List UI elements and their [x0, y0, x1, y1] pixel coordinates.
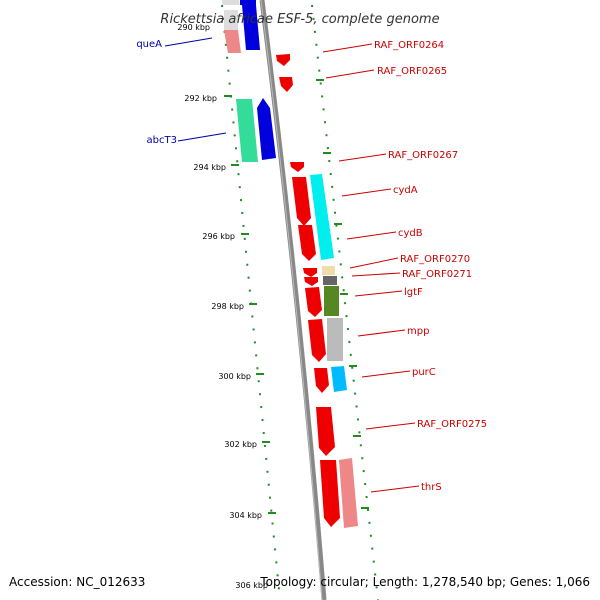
kbp-label: 292 kbp — [184, 94, 217, 103]
gene-RAF_ORF0270[interactable] — [322, 266, 335, 275]
left-gene-labels: queA abcT3 — [136, 39, 177, 146]
kbp-label: 306 kbp — [235, 581, 268, 590]
gene-label-RAF_ORF0271[interactable]: RAF_ORF0271 — [402, 269, 472, 280]
gene-RAF_ORF0271-red[interactable] — [304, 277, 318, 286]
gene-lgtF-red[interactable] — [305, 287, 322, 317]
map-title: Rickettsia africae ESF-5, complete genom… — [160, 12, 439, 27]
backbone-highlight — [260, 0, 323, 600]
gene-thrS[interactable] — [339, 458, 358, 528]
accession-text: Accession: NC_012633 — [9, 575, 145, 589]
gene-pink-queA — [224, 30, 241, 53]
kbp-ticks — [224, 79, 369, 514]
genome-backbone — [259, 0, 327, 600]
kbp-label: 298 kbp — [211, 302, 244, 311]
gene-label-cydB[interactable]: cydB — [398, 228, 423, 239]
left-genes — [222, 0, 276, 162]
gene-abcT3-green[interactable] — [236, 99, 258, 162]
kbp-labels: 290 kbp 292 kbp 294 kbp 296 kbp 298 kbp … — [177, 23, 268, 590]
gene-thrS-red[interactable] — [320, 460, 340, 527]
gene-cydA-red[interactable] — [292, 177, 311, 226]
gene-RAF_ORF0265[interactable] — [279, 77, 293, 92]
kbp-label: 294 kbp — [193, 163, 226, 172]
gene-mpp[interactable] — [327, 318, 343, 361]
gene-label-queA[interactable]: queA — [136, 39, 162, 50]
kbp-label: 290 kbp — [177, 23, 210, 32]
kbp-label: 296 kbp — [202, 232, 235, 241]
gene-mpp-red[interactable] — [308, 319, 326, 362]
kbp-label: 300 kbp — [218, 372, 251, 381]
gene-label-purC[interactable]: purC — [412, 367, 436, 378]
gene-label-cydA[interactable]: cydA — [393, 185, 418, 196]
topology-text: Topology: circular; Length: 1,278,540 bp… — [259, 575, 590, 589]
gene-purC[interactable] — [331, 366, 347, 392]
dotted-tracks — [221, 4, 379, 600]
gene-label-RAF_ORF0270[interactable]: RAF_ORF0270 — [400, 254, 470, 265]
kbp-label: 304 kbp — [229, 511, 262, 520]
gene-RAF_ORF0264[interactable] — [276, 54, 290, 66]
gene-label-RAF_ORF0267[interactable]: RAF_ORF0267 — [388, 150, 458, 161]
gene-cydA[interactable] — [310, 174, 334, 260]
left-connectors — [164, 37, 227, 142]
gene-purC-red[interactable] — [314, 368, 329, 393]
gene-label-lgtF[interactable]: lgtF — [404, 287, 423, 298]
gene-lgtF[interactable] — [324, 286, 339, 316]
right-gene-labels: RAF_ORF0264 RAF_ORF0265 RAF_ORF0267 cydA… — [374, 40, 487, 493]
gene-label-RAF_ORF0264[interactable]: RAF_ORF0264 — [374, 40, 444, 51]
gene-cydB-red[interactable] — [298, 225, 316, 261]
gene-RAF_ORF0271[interactable] — [323, 276, 337, 285]
gene-label-RAF_ORF0275[interactable]: RAF_ORF0275 — [417, 419, 487, 430]
gene-queA[interactable] — [242, 5, 260, 50]
gene-top-blue — [240, 0, 256, 5]
gene-label-thrS[interactable]: thrS — [421, 482, 442, 493]
gene-RAF_ORF0275[interactable] — [316, 407, 335, 456]
gene-top-grey — [222, 0, 240, 5]
gene-RAF_ORF0270-red[interactable] — [303, 268, 317, 277]
right-connectors — [322, 43, 420, 493]
gene-label-RAF_ORF0265[interactable]: RAF_ORF0265 — [377, 66, 447, 77]
gene-RAF_ORF0267[interactable] — [290, 162, 304, 172]
gene-grey-queA — [224, 10, 238, 30]
gene-label-mpp[interactable]: mpp — [407, 326, 429, 337]
right-genes — [276, 54, 358, 528]
gene-abcT3-blue[interactable] — [257, 98, 276, 160]
kbp-label: 302 kbp — [224, 440, 257, 449]
right-outer-track — [311, 4, 379, 600]
gene-label-abcT3[interactable]: abcT3 — [147, 135, 177, 146]
